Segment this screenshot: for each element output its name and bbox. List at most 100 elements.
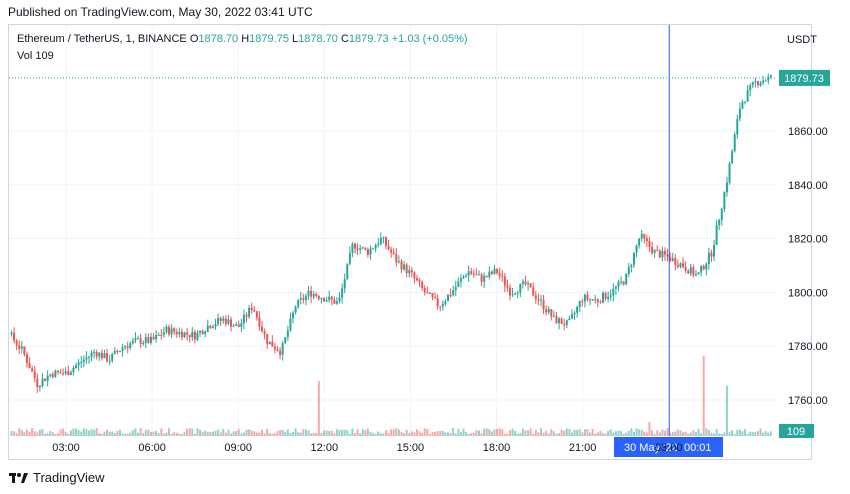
candle-body <box>529 283 532 288</box>
volume-bar <box>560 429 563 436</box>
volume-bar <box>186 428 189 436</box>
volume-bar <box>720 433 723 436</box>
candle-body <box>671 257 674 261</box>
candle-body <box>232 325 235 327</box>
volume-bar <box>705 428 708 436</box>
candle-body <box>702 265 705 270</box>
volume-bar <box>759 428 762 436</box>
candle-body <box>328 296 331 301</box>
candle-body <box>33 371 36 379</box>
volume-bar <box>147 429 150 436</box>
candle-body <box>100 352 103 359</box>
candle-body <box>173 328 176 332</box>
volume-bar <box>728 432 731 436</box>
candle-body <box>108 360 111 362</box>
candle-body <box>767 76 770 81</box>
volume-bars <box>10 356 772 436</box>
volume-bar <box>426 429 429 436</box>
candle-body <box>137 338 140 340</box>
candle-body <box>578 301 581 307</box>
candle-body <box>614 286 617 289</box>
candle-body <box>519 283 522 293</box>
volume-bar <box>441 430 444 436</box>
volume-bar <box>237 429 240 436</box>
volume-bar <box>519 432 522 436</box>
volume-bar <box>248 429 251 436</box>
volume-bar <box>762 432 765 436</box>
candle-body <box>351 243 354 253</box>
candle-body <box>90 352 93 357</box>
volume-bar <box>485 428 488 436</box>
candle-body <box>547 309 550 313</box>
candle-body <box>46 375 49 381</box>
volume-bar <box>191 428 194 436</box>
volume-bar <box>106 429 109 436</box>
volume-bar <box>578 429 581 436</box>
volume-bar <box>23 431 26 436</box>
candle-body <box>651 246 654 254</box>
volume-bar <box>230 433 233 436</box>
volume-bar <box>573 429 576 436</box>
candle-body <box>728 163 731 183</box>
volume-bar <box>542 432 545 436</box>
volume-bar <box>356 429 359 436</box>
candle-body <box>462 276 465 279</box>
volume-bar <box>304 429 307 436</box>
volume-bar <box>289 432 292 436</box>
candle-body <box>599 301 602 303</box>
candle-body <box>558 318 561 324</box>
candle-body <box>718 219 721 226</box>
candle-body <box>356 248 359 250</box>
candle-body <box>485 275 488 277</box>
footer-brand[interactable]: TradingView <box>9 470 105 485</box>
volume-bar <box>490 431 493 436</box>
volume-bar <box>738 429 741 436</box>
candle-body <box>609 295 612 297</box>
volume-bar <box>436 431 439 436</box>
volume-bar <box>155 430 158 436</box>
candle-body <box>501 275 504 277</box>
candle-body <box>589 299 592 301</box>
candle-body <box>630 264 633 268</box>
candle-body <box>762 80 765 83</box>
candle-body <box>217 318 220 325</box>
volume-bar <box>56 433 59 436</box>
volume-bar <box>769 431 772 436</box>
candle-body <box>248 307 251 317</box>
candle-body <box>134 338 137 341</box>
volume-bar <box>72 428 75 436</box>
candle-body <box>157 334 160 336</box>
price-tick-label: 1800.00 <box>788 287 828 299</box>
candle-body <box>689 267 692 274</box>
volume-bar <box>508 430 511 436</box>
volume-bar <box>710 432 713 436</box>
volume-bar <box>614 431 617 436</box>
volume-bar <box>480 433 483 436</box>
candle-body <box>80 362 83 364</box>
volume-bar <box>506 433 509 436</box>
candle-body <box>534 295 537 300</box>
volume-bar <box>607 430 610 436</box>
candle-body <box>25 354 28 364</box>
volume-bar <box>227 429 230 436</box>
volume-bar <box>387 432 390 436</box>
candle-body <box>297 299 300 307</box>
volume-bar <box>444 432 447 436</box>
candle-body <box>299 298 302 300</box>
candle-body <box>335 301 338 304</box>
volume-bar <box>211 431 214 436</box>
volume-bar <box>348 433 351 436</box>
volume-bar <box>418 431 421 436</box>
candle-body <box>687 270 690 274</box>
candle-body <box>483 275 486 282</box>
volume-bar <box>689 432 692 436</box>
candle-body <box>242 314 245 324</box>
candle-body <box>38 386 41 388</box>
candle-body <box>72 368 75 373</box>
candle-body <box>170 328 173 335</box>
volume-bar <box>51 432 54 436</box>
volume-bar <box>271 433 274 436</box>
volume-bar <box>294 428 297 436</box>
open-label: O <box>189 33 199 45</box>
